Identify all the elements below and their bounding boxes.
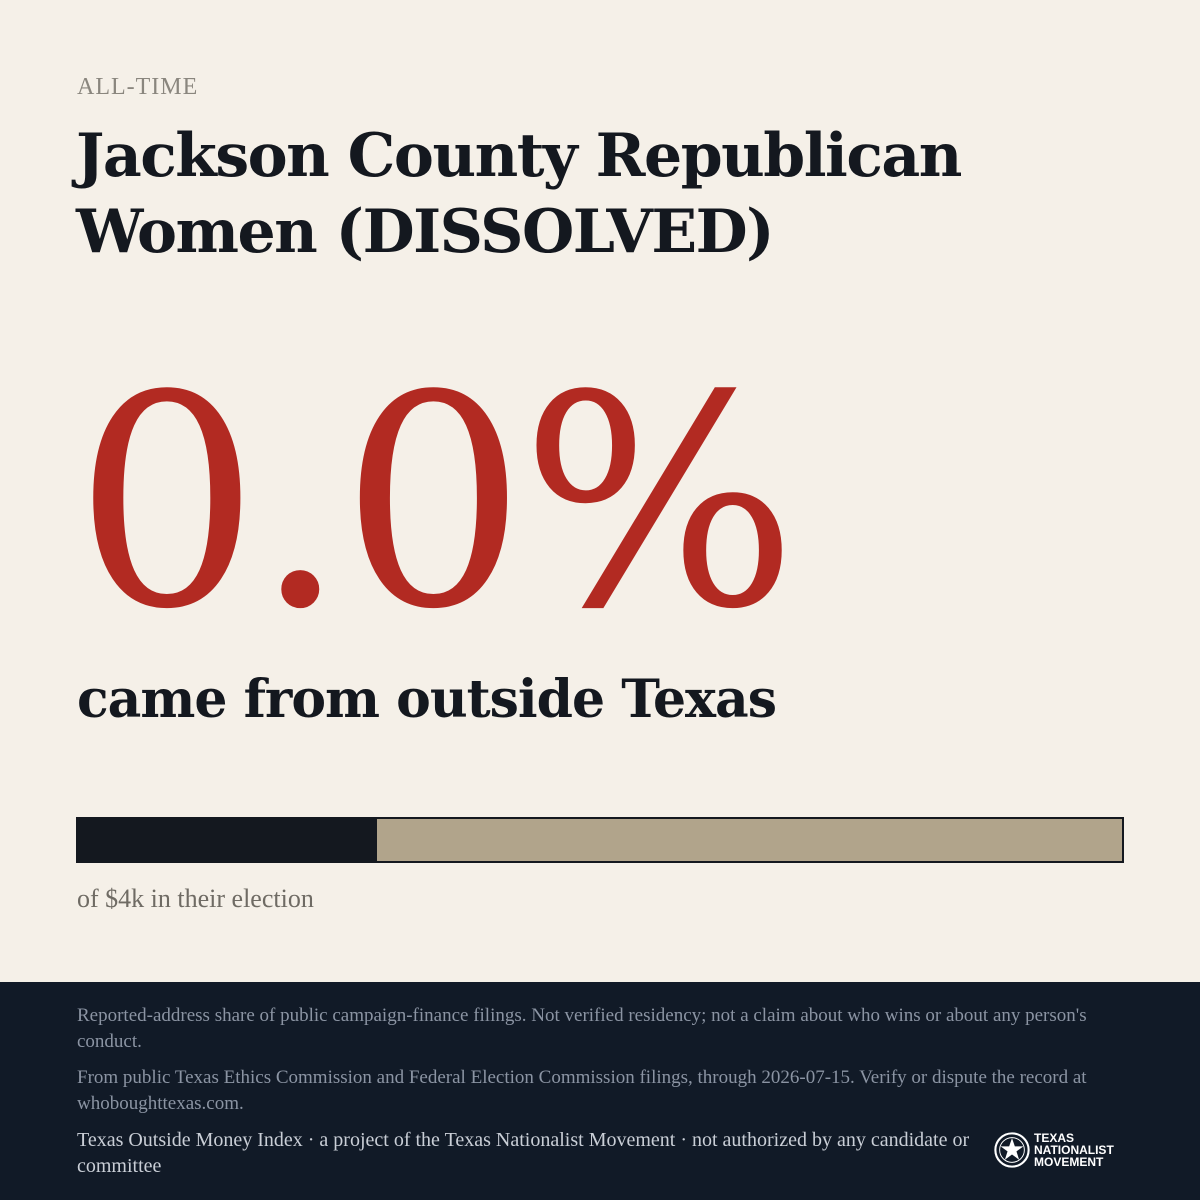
logo-line-1: TEXAS — [1034, 1131, 1075, 1145]
footer — [0, 982, 1200, 1200]
logo-wordmark: TEXAS NATIONALIST MOVEMENT — [1034, 1132, 1114, 1168]
bar-note: of $4k in their election — [77, 884, 314, 913]
star-seal-icon — [994, 1132, 1030, 1168]
logo-line-2: NATIONALIST — [1034, 1143, 1114, 1157]
share-progress-bar — [76, 817, 1124, 863]
footer-credit: Texas Outside Money Index · a project of… — [77, 1129, 970, 1177]
footer-disclaimer: Reported-address share of public campaig… — [77, 1005, 1087, 1052]
page-title: Jackson County Republican Women (DISSOLV… — [76, 121, 962, 267]
stat-caption: came from outside Texas — [77, 669, 777, 730]
logo-line-3: MOVEMENT — [1034, 1155, 1104, 1169]
footer-source: From public Texas Ethics Commission and … — [77, 1067, 1087, 1114]
period-label: ALL-TIME — [77, 74, 199, 100]
share-progress-fill — [78, 819, 377, 861]
outside-share-percent: 0.0% — [74, 333, 798, 673]
tnm-logo: TEXAS NATIONALIST MOVEMENT — [993, 1131, 1114, 1169]
